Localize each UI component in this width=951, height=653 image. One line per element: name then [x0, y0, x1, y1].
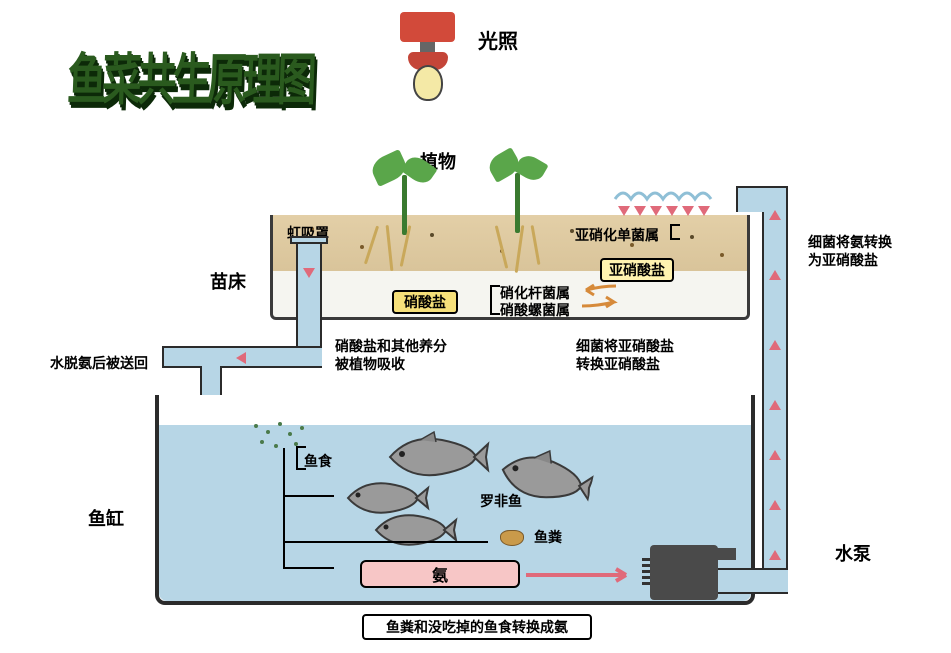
bacteria-nitrite-text-2: 转换亚硝酸盐 — [576, 354, 660, 374]
nitrate-absorbed-1: 硝酸盐和其他养分 — [335, 336, 447, 356]
light-bulb-icon — [413, 65, 443, 101]
fish-waste-label: 鱼粪 — [534, 527, 562, 547]
diagram-title: 鱼菜共生原理图 — [66, 35, 314, 116]
lamp-base — [400, 12, 455, 42]
bacteria-ammonia-text-1: 细菌将氨转换 — [808, 232, 892, 252]
water-spray-icon — [610, 185, 740, 225]
nitrate-box: 硝酸盐 — [392, 290, 458, 314]
pump-grill — [642, 558, 650, 588]
ammonia-to-pump-arrow — [524, 567, 644, 588]
conversion-arrows — [576, 282, 626, 321]
ammonia-box: 氨 — [360, 560, 520, 588]
tank-rim — [159, 395, 751, 425]
nitrosomonas-bracket — [670, 224, 672, 240]
rise-pipe — [762, 186, 788, 594]
light-label: 光照 — [478, 25, 518, 54]
nitrospira-label: 硝酸螺菌属 — [500, 300, 570, 320]
siphon-flow-arrow — [303, 268, 315, 278]
return-flow-arrow — [236, 352, 246, 364]
fish-tank-label: 鱼缸 — [88, 505, 124, 531]
diagram-stage: 鱼菜共生原理图 光照 植物 — [0, 0, 951, 653]
rise-pipe-bottom — [718, 568, 788, 594]
bacteria-ammonia-text-2: 为亚硝酸盐 — [808, 250, 878, 270]
siphon-pipe-vertical — [296, 240, 322, 350]
growbed-label: 苗床 — [210, 268, 246, 294]
water-return-label: 水脱氨后被送回 — [50, 353, 148, 373]
bacteria-bracket — [490, 285, 492, 315]
nitrite-box: 亚硝酸盐 — [600, 258, 674, 282]
nitrate-absorbed-2: 被植物吸收 — [335, 354, 405, 374]
rise-pipe-top-elbow — [736, 186, 764, 212]
siphon-cap — [290, 236, 328, 244]
bacteria-nitrite-text-1: 细菌将亚硝酸盐 — [576, 336, 674, 356]
pump-body — [650, 545, 718, 600]
pump-outlet — [712, 548, 736, 560]
bottom-note: 鱼粪和没吃掉的鱼食转换成氨 — [362, 614, 592, 640]
pump-label: 水泵 — [835, 540, 871, 566]
nitrosomonas-label: 亚硝化单菌属 — [575, 225, 659, 245]
